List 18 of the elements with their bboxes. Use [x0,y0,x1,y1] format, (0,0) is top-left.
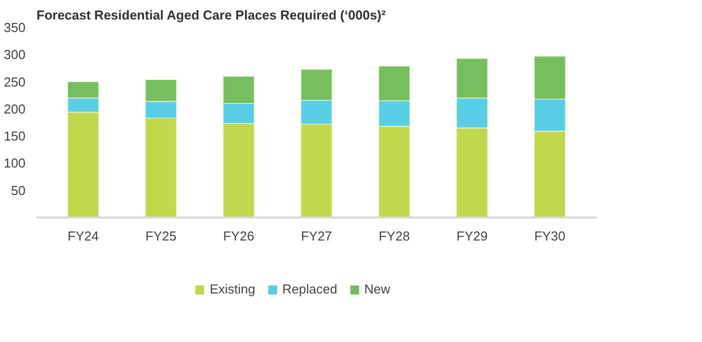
x-tick-label: FY30 [534,228,566,244]
chart-title: Forecast Residential Aged Care Places Required (‘000s)² [36,8,386,22]
legend-label: Replaced [282,282,338,296]
x-tick-label: FY26 [223,228,254,244]
y-tick-label: 350 [4,20,26,35]
legend-label: Existing [210,282,256,296]
x-tick-label: FY24 [68,228,99,244]
y-tick-label: 150 [4,128,26,144]
y-tick-label: 100 [4,156,26,171]
x-tick-label: FY28 [378,228,410,244]
y-tick-label: 300 [4,47,26,62]
x-tick-label: FY25 [145,228,176,244]
y-tick-label: 200 [4,101,26,116]
y-tick-label: 250 [4,74,26,90]
legend-label: New [364,282,390,296]
y-tick-label: 50 [11,182,26,198]
x-tick-label: FY29 [456,228,488,244]
x-tick-label: FY27 [300,228,332,244]
